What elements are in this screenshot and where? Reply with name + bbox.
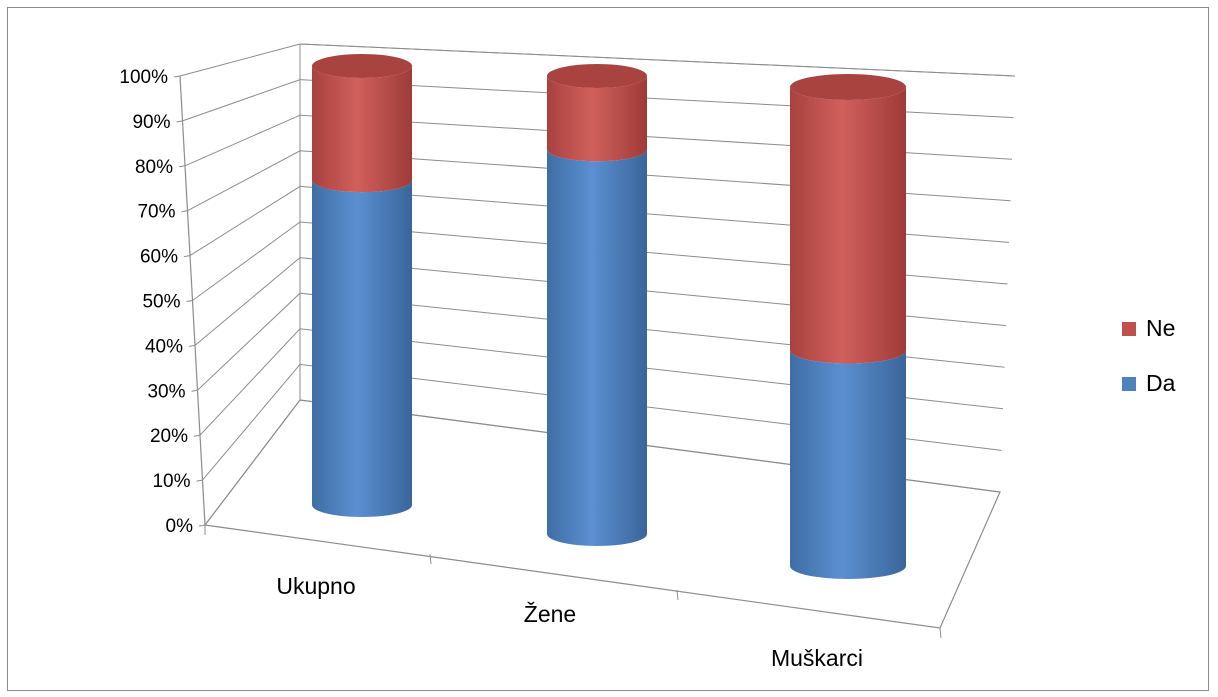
y-tick-label: 80% xyxy=(135,157,173,178)
y-tick-mark xyxy=(186,300,193,302)
bar-ne-2-body xyxy=(790,87,906,364)
legend-swatch xyxy=(1122,377,1136,391)
legend-label: Ne xyxy=(1146,315,1175,341)
y-tick-mark xyxy=(176,120,183,123)
bar-top-cap xyxy=(790,74,906,100)
x-category-label: Žene xyxy=(524,601,576,627)
bar-ne-1-body xyxy=(547,76,647,162)
bar-da-2-body xyxy=(790,350,906,579)
y-tick-label: 90% xyxy=(132,112,170,133)
bar-da-1-body xyxy=(547,149,647,546)
y-tick-mark xyxy=(188,344,196,347)
y-tick-mark xyxy=(173,75,181,78)
y-tick-label: 70% xyxy=(137,202,175,223)
y-tick-mark xyxy=(193,434,201,437)
legend-swatch xyxy=(1122,322,1136,336)
y-tick-label: 30% xyxy=(147,381,185,402)
bar-ne-0 xyxy=(312,66,412,193)
y-tick-labels: 0% 10% 20% 30% 40% 50% 60% 70% 80% 90% 100% xyxy=(119,67,193,537)
x-tick-mark xyxy=(676,589,679,601)
legend: Ne Da xyxy=(1122,315,1176,396)
y-tick-label: 40% xyxy=(145,336,183,357)
y-tick-label: 10% xyxy=(152,471,190,492)
y-tick-mark xyxy=(196,479,203,482)
y-tick-mark xyxy=(191,389,198,392)
y-tick-label: 60% xyxy=(140,247,178,268)
bar-top-cap xyxy=(312,54,412,78)
bar-da-0-body xyxy=(312,180,412,517)
y-tick-label: 50% xyxy=(142,292,180,313)
y-tick-mark xyxy=(178,165,186,168)
x-category-label: Ukupno xyxy=(276,573,355,599)
y-tick-label: 100% xyxy=(119,67,168,88)
y-tick-mark xyxy=(181,210,188,213)
y-tick-mark xyxy=(198,524,206,527)
bar-da-0 xyxy=(312,180,412,517)
back-wall-top xyxy=(299,43,1016,77)
x-category-labels: Ukupno Žene Muškarci xyxy=(276,573,863,671)
y-tick-mark xyxy=(183,255,191,258)
y-tick-label: 0% xyxy=(166,516,194,537)
y-tick-label: 20% xyxy=(150,426,188,447)
bar-ne-1 xyxy=(547,76,647,162)
bars xyxy=(312,54,906,579)
legend-label: Da xyxy=(1146,370,1176,396)
bar-da-2 xyxy=(790,350,906,579)
x-category-label: Muškarci xyxy=(771,645,863,671)
y-axis xyxy=(173,43,1016,639)
bar-ne-0-body xyxy=(312,66,412,193)
bar-ne-2 xyxy=(790,87,906,364)
x-tick-mark xyxy=(429,553,432,565)
bar-top-cap xyxy=(547,64,647,88)
bar-da-1 xyxy=(547,149,647,546)
x-tick-mark xyxy=(939,627,942,639)
y-axis-line xyxy=(179,75,206,526)
